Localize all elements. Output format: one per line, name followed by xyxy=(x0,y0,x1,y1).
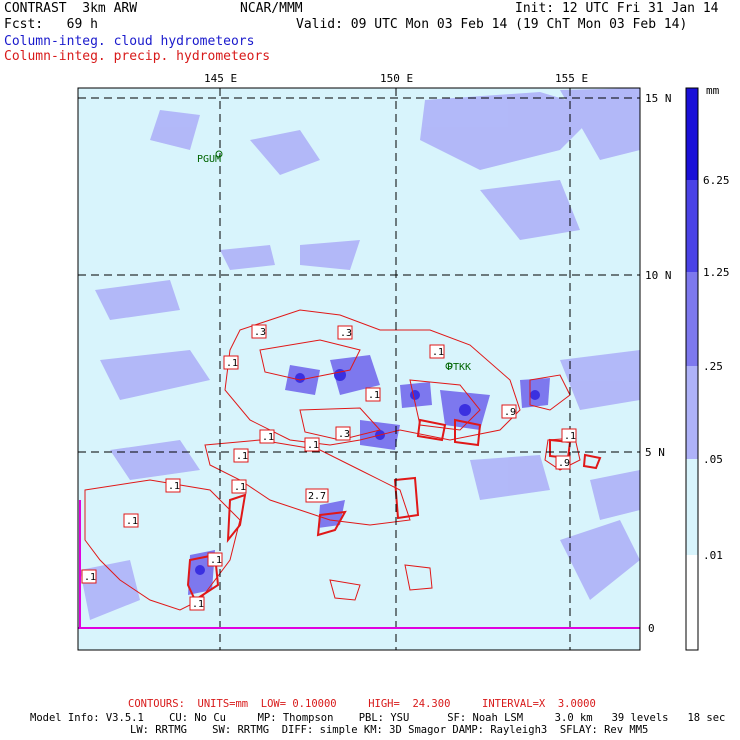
model-name: CONTRAST 3km ARW xyxy=(4,1,138,16)
cloud-hydrometeor-shading-core xyxy=(195,369,540,575)
lat-label: 0 xyxy=(648,622,655,635)
svg-text:.1: .1 xyxy=(168,481,180,492)
station-ptkk: PTKK xyxy=(445,362,471,373)
contour-label: .1 xyxy=(123,513,139,528)
svg-text:.1: .1 xyxy=(307,440,319,451)
contour-label: .9 xyxy=(555,455,571,470)
colorbar-label: .25 xyxy=(703,360,723,373)
contour-labels: .3 .3 .1 .1 .1 .9 .1 .1 .1 .3 .1 .1 .9 .… xyxy=(81,324,577,611)
svg-text:.1: .1 xyxy=(226,358,238,369)
svg-text:.1: .1 xyxy=(210,555,222,566)
model-info-line-2: LW: RRTMG SW: RRTMG DIFF: simple KM: 3D … xyxy=(130,724,649,736)
svg-text:.1: .1 xyxy=(432,347,444,358)
lon-label: 145 E xyxy=(204,72,237,85)
contour-label: .3 xyxy=(337,325,353,340)
colorbar-units: mm xyxy=(706,84,720,97)
field-precip-label: Column-integ. precip. hydrometeors xyxy=(4,49,271,64)
contour-label: .1 xyxy=(233,448,249,463)
svg-text:.3: .3 xyxy=(340,328,352,339)
contour-label: .1 xyxy=(231,479,247,494)
contour-info: CONTOURS: UNITS=mm LOW= 0.10000 HIGH= 24… xyxy=(128,698,596,710)
colorbar-label: .05 xyxy=(703,453,723,466)
contour-label: .1 xyxy=(165,478,181,493)
contour-label: .3 xyxy=(335,426,351,441)
lon-label: 155 E xyxy=(555,72,588,85)
colorbar-segment xyxy=(686,88,698,180)
contour-label: .1 xyxy=(189,596,205,611)
colorbar-label: 1.25 xyxy=(703,266,730,279)
svg-text:.1: .1 xyxy=(84,572,96,583)
station-marker-icon xyxy=(215,150,223,158)
svg-text:.3: .3 xyxy=(338,429,350,440)
contour-label: .1 xyxy=(429,344,445,359)
svg-text:.1: .1 xyxy=(262,432,274,443)
forecast-hour: Fcst: 69 h xyxy=(4,17,98,32)
colorbar: mm 6.25 1.25 .25 .05 .01 xyxy=(685,84,730,651)
lat-label: 5 N xyxy=(645,446,665,459)
longitude-labels: 145 E 150 E 155 E xyxy=(204,72,588,85)
station-marker-icon xyxy=(445,362,453,370)
colorbar-segment xyxy=(686,459,698,555)
svg-text:.1: .1 xyxy=(564,431,576,442)
svg-text:.9: .9 xyxy=(558,458,570,469)
contour-label: .1 xyxy=(304,437,320,452)
station-label: PGUM xyxy=(197,154,221,165)
field-cloud-label: Column-integ. cloud hydrometeors xyxy=(4,34,255,49)
colorbar-label: .01 xyxy=(703,549,723,562)
svg-text:.1: .1 xyxy=(126,516,138,527)
map-frame xyxy=(77,87,641,651)
colorbar-segment xyxy=(686,555,698,650)
lon-label: 150 E xyxy=(380,72,413,85)
model-info-line-1: Model Info: V3.5.1 CU: No Cu MP: Thompso… xyxy=(30,712,726,724)
contour-label: .1 xyxy=(81,569,97,584)
contour-label: .1 xyxy=(561,428,577,443)
lat-label: 10 N xyxy=(645,269,672,282)
contour-label: .1 xyxy=(207,552,223,567)
svg-text:.9: .9 xyxy=(504,407,516,418)
colorbar-segment xyxy=(686,272,698,366)
colorbar-label: 6.25 xyxy=(703,174,730,187)
contour-label: 2.7 xyxy=(305,488,329,503)
contour-label: .1 xyxy=(259,429,275,444)
colorbar-frame xyxy=(685,87,699,651)
svg-text:2.7: 2.7 xyxy=(308,491,326,502)
colorbar-segment xyxy=(686,180,698,272)
lat-label: 15 N xyxy=(645,92,672,105)
contour-label: .9 xyxy=(501,404,517,419)
init-time: Init: 12 UTC Fri 31 Jan 14 xyxy=(515,1,719,16)
station-pgum: PGUM xyxy=(197,150,223,165)
station-label: PTKK xyxy=(447,362,471,373)
svg-text:.3: .3 xyxy=(254,327,266,338)
latitude-labels: 15 N 10 N 5 N 0 xyxy=(645,92,672,635)
center-name: NCAR/MMM xyxy=(240,1,303,16)
svg-text:.1: .1 xyxy=(192,599,204,610)
contour-label: .1 xyxy=(365,387,381,402)
svg-text:.1: .1 xyxy=(368,390,380,401)
svg-text:.1: .1 xyxy=(236,451,248,462)
valid-time: Valid: 09 UTC Mon 03 Feb 14 (19 ChT Mon … xyxy=(296,17,688,32)
latlon-grid xyxy=(78,88,640,650)
colorbar-segment xyxy=(686,366,698,459)
contour-label: .3 xyxy=(251,324,267,339)
cloud-hydrometeor-shading xyxy=(80,88,640,620)
map-area: PGUM PTKK .3 .3 .1 .1 .1 .9 .1 .1 .1 .3 … xyxy=(78,88,640,650)
contour-label: .1 xyxy=(223,355,239,370)
svg-text:.1: .1 xyxy=(234,482,246,493)
